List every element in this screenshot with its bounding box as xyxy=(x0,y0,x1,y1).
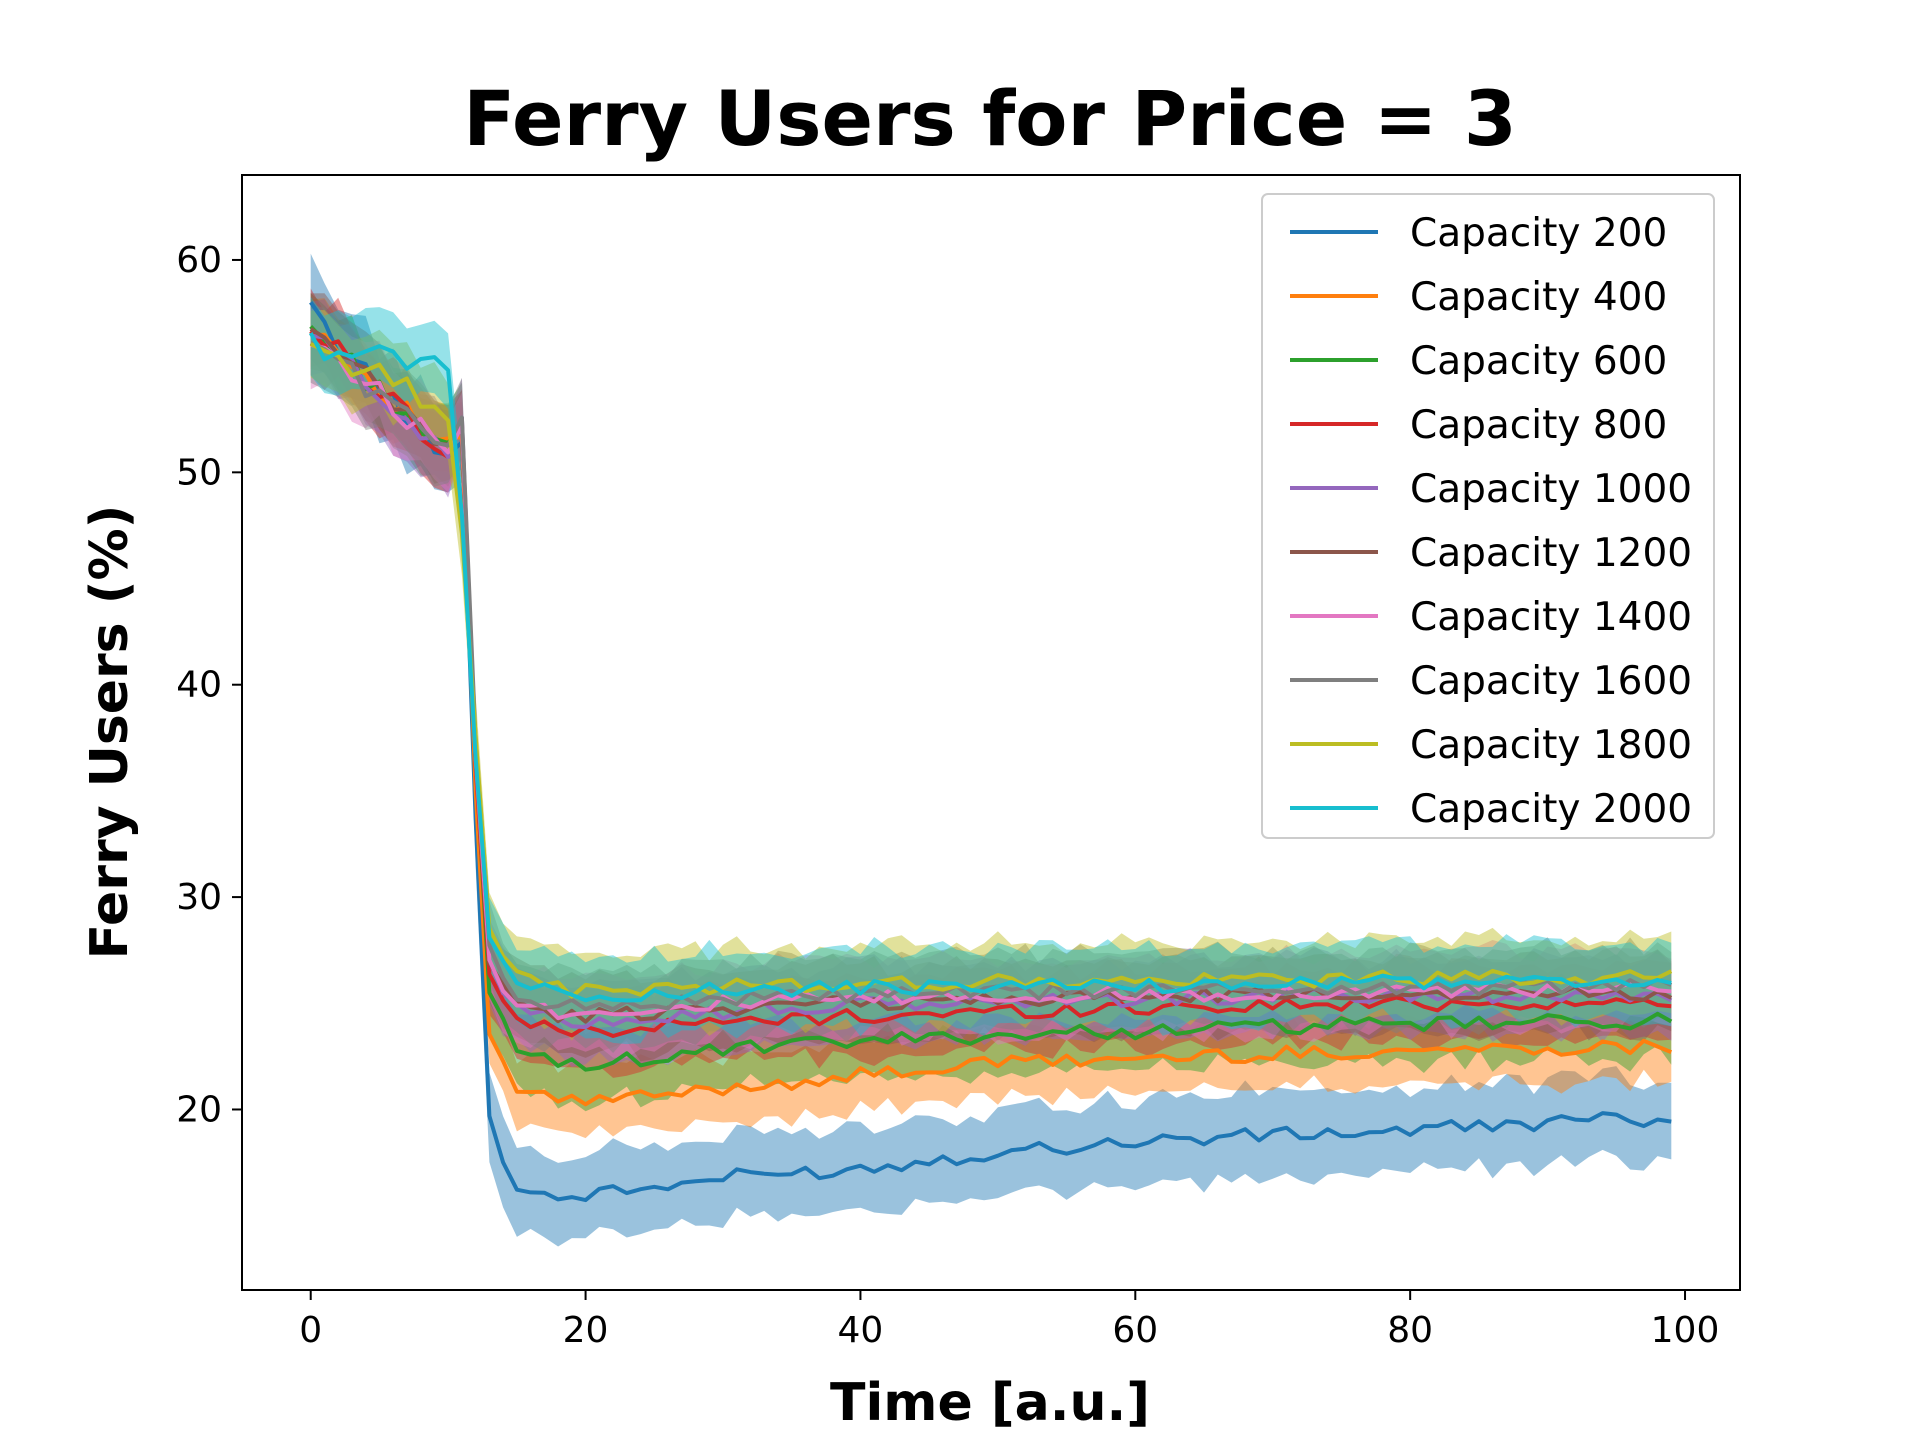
legend-label-capacity-1200: Capacity 1200 xyxy=(1410,531,1692,576)
legend-label-capacity-1600: Capacity 1600 xyxy=(1410,659,1692,704)
line-capacity-1800 xyxy=(309,342,1673,999)
y-axis-ticks: 20 30 40 50 60 xyxy=(176,240,242,1130)
y-tick-label: 60 xyxy=(176,240,222,281)
plot-frame xyxy=(241,174,1741,1291)
y-tick-label: 30 xyxy=(176,877,222,918)
lines-layer xyxy=(308,301,1673,1203)
x-tick-label: 0 xyxy=(299,1310,322,1351)
legend-label-capacity-400: Capacity 400 xyxy=(1410,275,1667,320)
legend: Capacity 200 Capacity 400 Capacity 600 Capa… xyxy=(1261,193,1715,839)
x-tick-label: 40 xyxy=(838,1310,884,1351)
x-tick-label: 20 xyxy=(563,1310,609,1351)
y-axis-title: Ferry Users (%) xyxy=(80,505,140,960)
x-tick-label: 80 xyxy=(1387,1310,1433,1351)
legend-label-capacity-1000: Capacity 1000 xyxy=(1410,467,1692,512)
line-capacity-2000 xyxy=(308,331,1672,1003)
legend-label-capacity-1400: Capacity 1400 xyxy=(1410,595,1692,640)
x-axis-title: Time [a.u.] xyxy=(830,1373,1150,1433)
band-capacity-1000 xyxy=(310,299,1672,1067)
chart-title: Ferry Users for Price = 3 xyxy=(463,74,1517,163)
legend-label-capacity-600: Capacity 600 xyxy=(1410,339,1667,384)
y-tick-label: 50 xyxy=(176,452,222,493)
y-tick-label: 20 xyxy=(176,1089,222,1130)
x-axis-ticks: 0 20 40 60 80 100 xyxy=(299,1290,1719,1351)
y-tick-label: 40 xyxy=(176,665,222,706)
x-tick-label: 60 xyxy=(1112,1310,1158,1351)
line-capacity-800 xyxy=(309,329,1672,1038)
band-capacity-200 xyxy=(310,253,1672,1247)
legend-items: Capacity 200 Capacity 400 Capacity 600 Capa… xyxy=(1290,211,1692,832)
legend-label-capacity-800: Capacity 800 xyxy=(1410,403,1667,448)
legend-label-capacity-2000: Capacity 2000 xyxy=(1410,787,1692,832)
x-tick-label: 100 xyxy=(1651,1310,1720,1351)
line-capacity-600 xyxy=(309,325,1673,1072)
band-capacity-800 xyxy=(310,288,1672,1078)
legend-box xyxy=(1261,193,1715,839)
band-capacity-600 xyxy=(310,293,1672,1112)
legend-label-capacity-200: Capacity 200 xyxy=(1410,211,1667,256)
legend-label-capacity-1800: Capacity 1800 xyxy=(1410,723,1692,768)
line-capacity-400 xyxy=(310,332,1673,1107)
line-capacity-200 xyxy=(309,301,1672,1203)
band-capacity-1800 xyxy=(310,309,1672,1041)
